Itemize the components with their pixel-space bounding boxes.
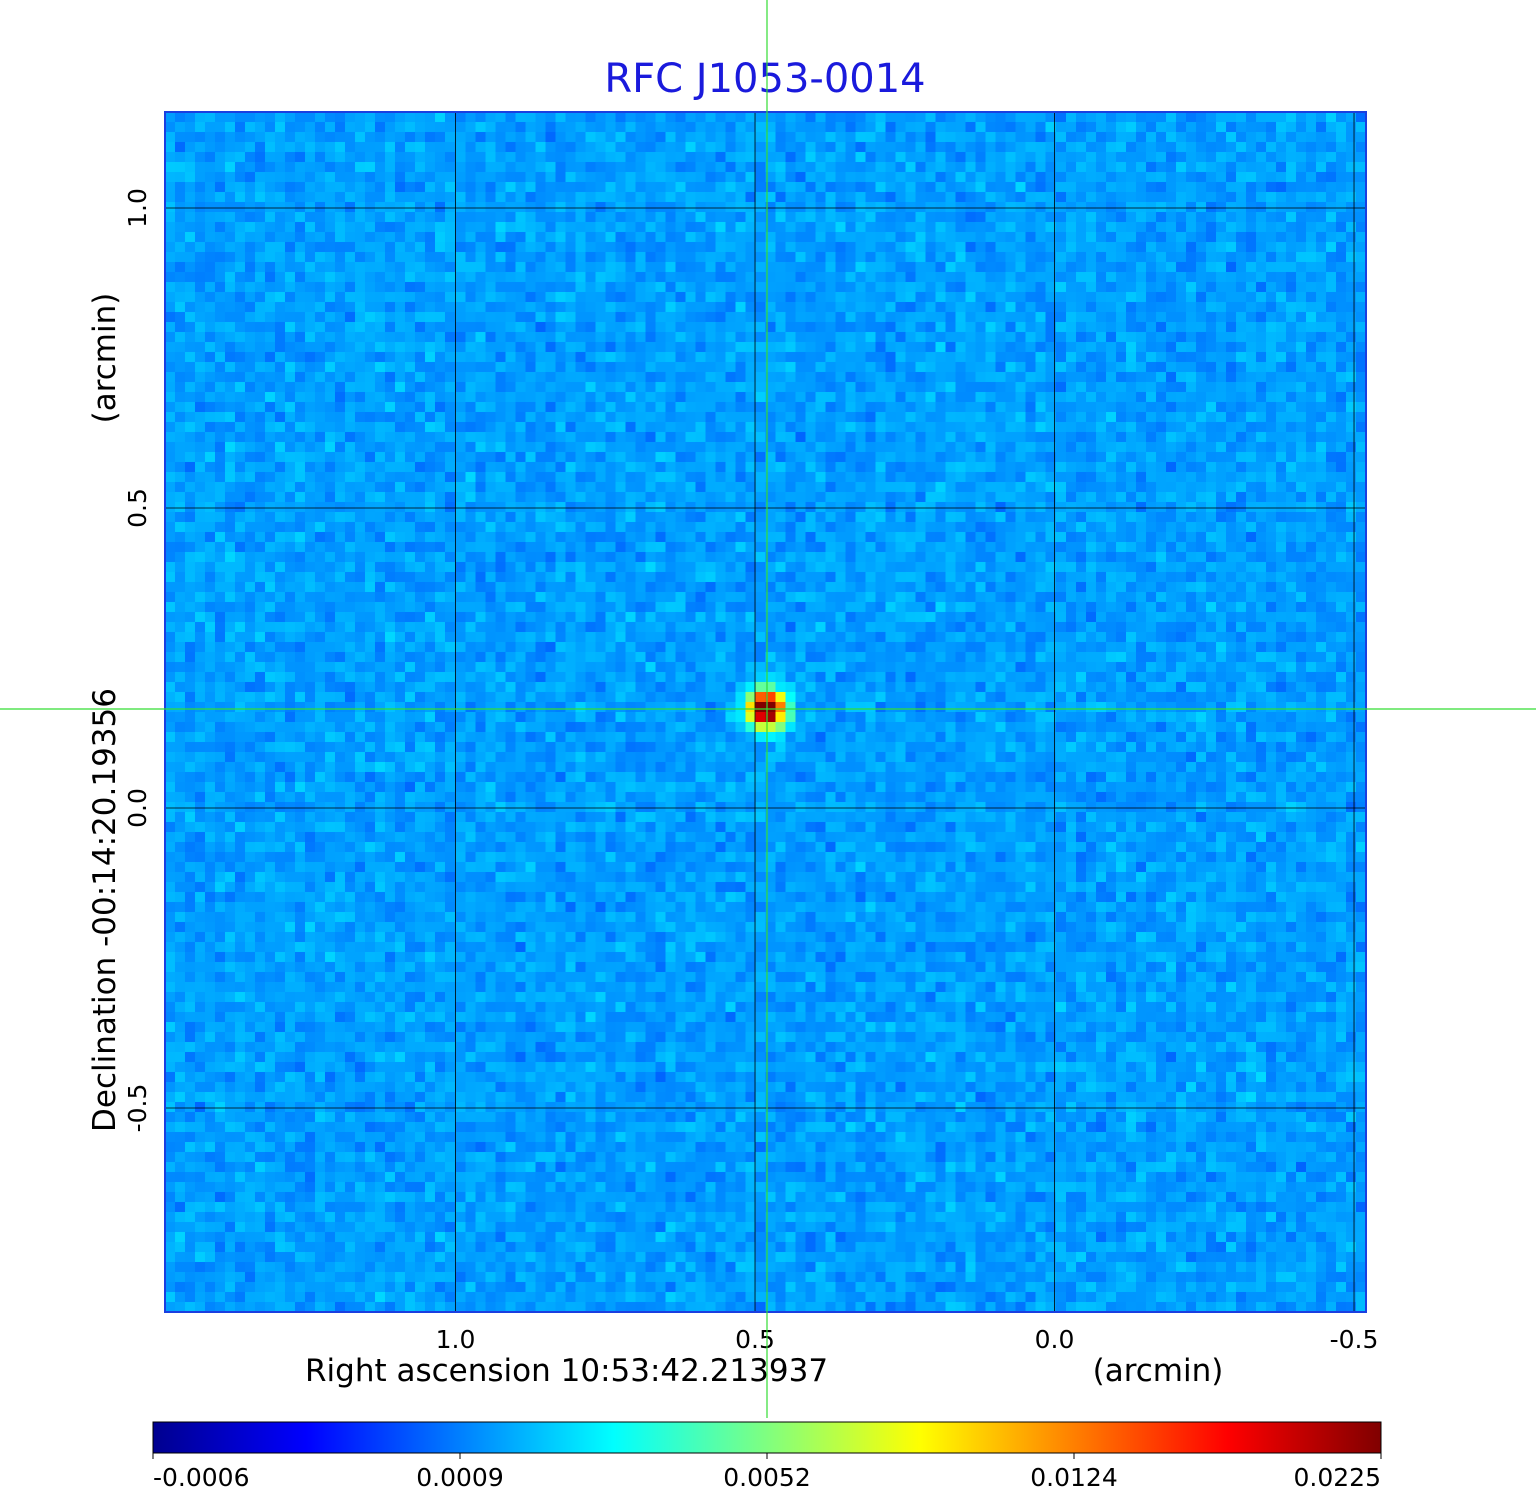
x-tick-label: 1.0 [436, 1325, 476, 1354]
y-tick-label: -0.5 [123, 1084, 152, 1133]
colorbar-tick-label: 0.0052 [723, 1463, 810, 1492]
heatmap-pixels [165, 112, 1366, 1312]
y-axis-unit: (arcmin) [87, 293, 123, 424]
colorbar-tick-label: 0.0225 [1294, 1463, 1381, 1492]
colorbar [152, 1421, 1382, 1454]
y-tick-label: 0.0 [123, 788, 152, 828]
colorbar-tick-label: -0.0006 [153, 1463, 250, 1492]
coordinate-grid [165, 112, 1366, 1312]
plot-frame [164, 111, 1367, 1313]
x-tick-label: 0.0 [1035, 1325, 1075, 1354]
x-tick-label: 0.5 [735, 1325, 775, 1354]
colorbar-tick-label: 0.0124 [1030, 1463, 1117, 1492]
y-tick-label: 1.0 [123, 188, 152, 228]
x-axis-unit: (arcmin) [1093, 1353, 1224, 1389]
y-tick-labels: 1.0 0.5 0.0 -0.5 [123, 188, 152, 1132]
x-tick-labels: 1.0 0.5 0.0 -0.5 [436, 1325, 1379, 1354]
y-tick-label: 0.5 [123, 488, 152, 528]
chart-title: RFC J1053-0014 [604, 56, 925, 102]
colorbar-tick-labels: -0.0006 0.0009 0.0052 0.0124 0.0225 [152, 1453, 1382, 1492]
colorbar-tick-label: 0.0009 [416, 1463, 503, 1492]
y-axis-label: Declination -00:14:20.19356 [87, 688, 123, 1132]
x-tick-label: -0.5 [1330, 1325, 1379, 1354]
crosshair [0, 0, 1536, 1418]
x-axis-label: Right ascension 10:53:42.213937 [305, 1353, 828, 1389]
heatmap-image [165, 112, 1366, 1312]
